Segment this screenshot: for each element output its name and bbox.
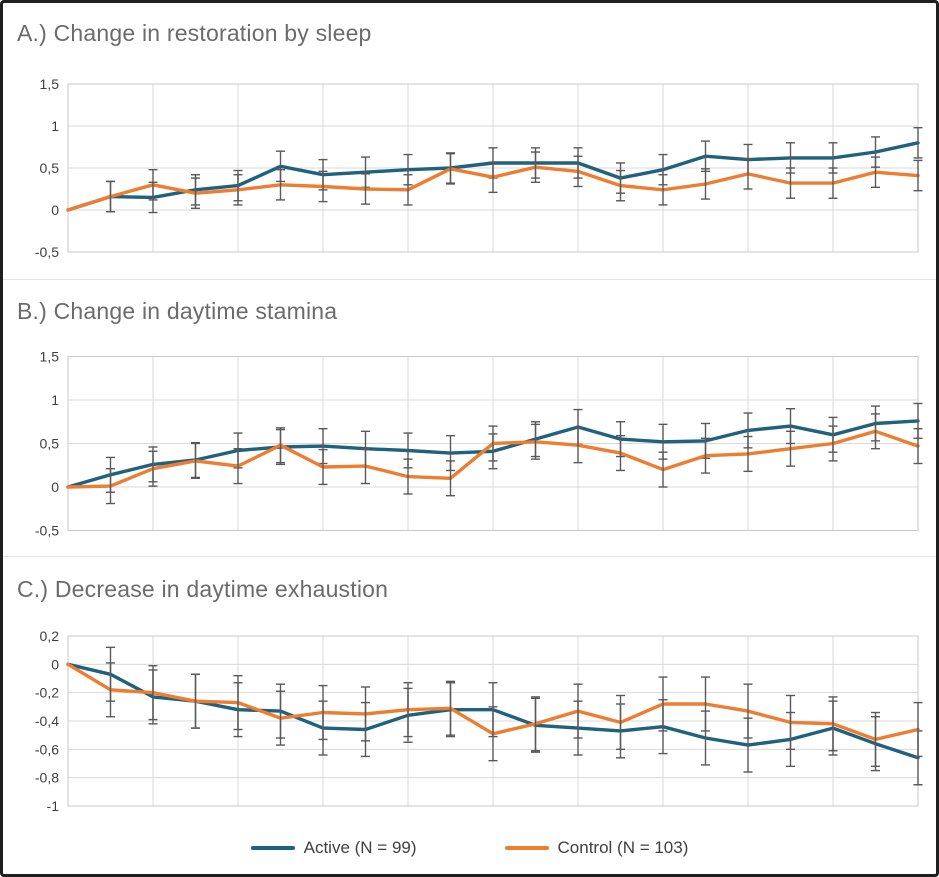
error-bars-control bbox=[106, 151, 923, 213]
y-axis-tick-labels: 1,5 1 0,5 0 -0,5 bbox=[35, 76, 59, 260]
svg-text:1,5: 1,5 bbox=[40, 349, 60, 365]
legend-item-active: Active (N = 99) bbox=[250, 838, 417, 858]
svg-text:-0,6: -0,6 bbox=[35, 741, 59, 757]
chart-panel-exhaustion: C.) Decrease in daytime exhaustion 0,2 0 -… bbox=[3, 556, 936, 874]
error-bars-active bbox=[106, 126, 923, 214]
svg-text:-0,5: -0,5 bbox=[35, 244, 59, 260]
chart-canvas-restoration: 1,5 1 0,5 0 -0,5 bbox=[35, 76, 923, 260]
y-axis-tick-labels: 0,2 0 -0,2 -0,4 -0,6 -0,8 -1 bbox=[35, 628, 59, 814]
legend-swatch-active-line-icon bbox=[250, 846, 295, 850]
chart-title-restoration: A.) Change in restoration by sleep bbox=[17, 20, 372, 46]
chart-title-exhaustion: C.) Decrease in daytime exhaustion bbox=[17, 576, 389, 602]
error-bars-control bbox=[106, 662, 923, 768]
chart-panel-restoration: A.) Change in restoration by sleep 1,5 1 0… bbox=[3, 3, 936, 279]
chart-title-stamina: B.) Change in daytime stamina bbox=[17, 298, 338, 324]
legend-label-control: Control (N = 103) bbox=[557, 838, 689, 857]
legend-label-active: Active (N = 99) bbox=[303, 838, 417, 857]
y-axis-tick-labels: 1,5 1 0,5 0 -0,5 bbox=[35, 349, 59, 539]
svg-text:-0,4: -0,4 bbox=[35, 713, 59, 729]
svg-text:-0,5: -0,5 bbox=[35, 523, 59, 539]
svg-text:1: 1 bbox=[51, 392, 59, 408]
svg-text:-1: -1 bbox=[47, 798, 60, 814]
svg-text:0: 0 bbox=[51, 479, 59, 495]
legend-swatch-control-line-icon bbox=[504, 846, 549, 850]
legend: Active (N = 99) Control (N = 103) bbox=[3, 838, 936, 858]
chart-canvas-stamina: 1,5 1 0,5 0 -0,5 bbox=[35, 349, 923, 539]
svg-text:-0,8: -0,8 bbox=[35, 770, 59, 786]
svg-text:1: 1 bbox=[51, 118, 59, 134]
svg-text:-0,2: -0,2 bbox=[35, 685, 59, 701]
svg-text:0: 0 bbox=[51, 656, 59, 672]
svg-text:1,5: 1,5 bbox=[40, 76, 60, 92]
svg-text:0,5: 0,5 bbox=[40, 160, 60, 176]
legend-item-control: Control (N = 103) bbox=[504, 838, 689, 858]
svg-text:0: 0 bbox=[51, 202, 59, 218]
chart-panel-stamina: B.) Change in daytime stamina 1,5 1 0,5 0 -0… bbox=[3, 279, 936, 557]
error-bars-control bbox=[106, 413, 923, 505]
svg-text:0,2: 0,2 bbox=[40, 628, 60, 644]
svg-text:0,5: 0,5 bbox=[40, 436, 60, 452]
chart-canvas-exhaustion: 0,2 0 -0,2 -0,4 -0,6 -0,8 -1 bbox=[35, 628, 923, 814]
